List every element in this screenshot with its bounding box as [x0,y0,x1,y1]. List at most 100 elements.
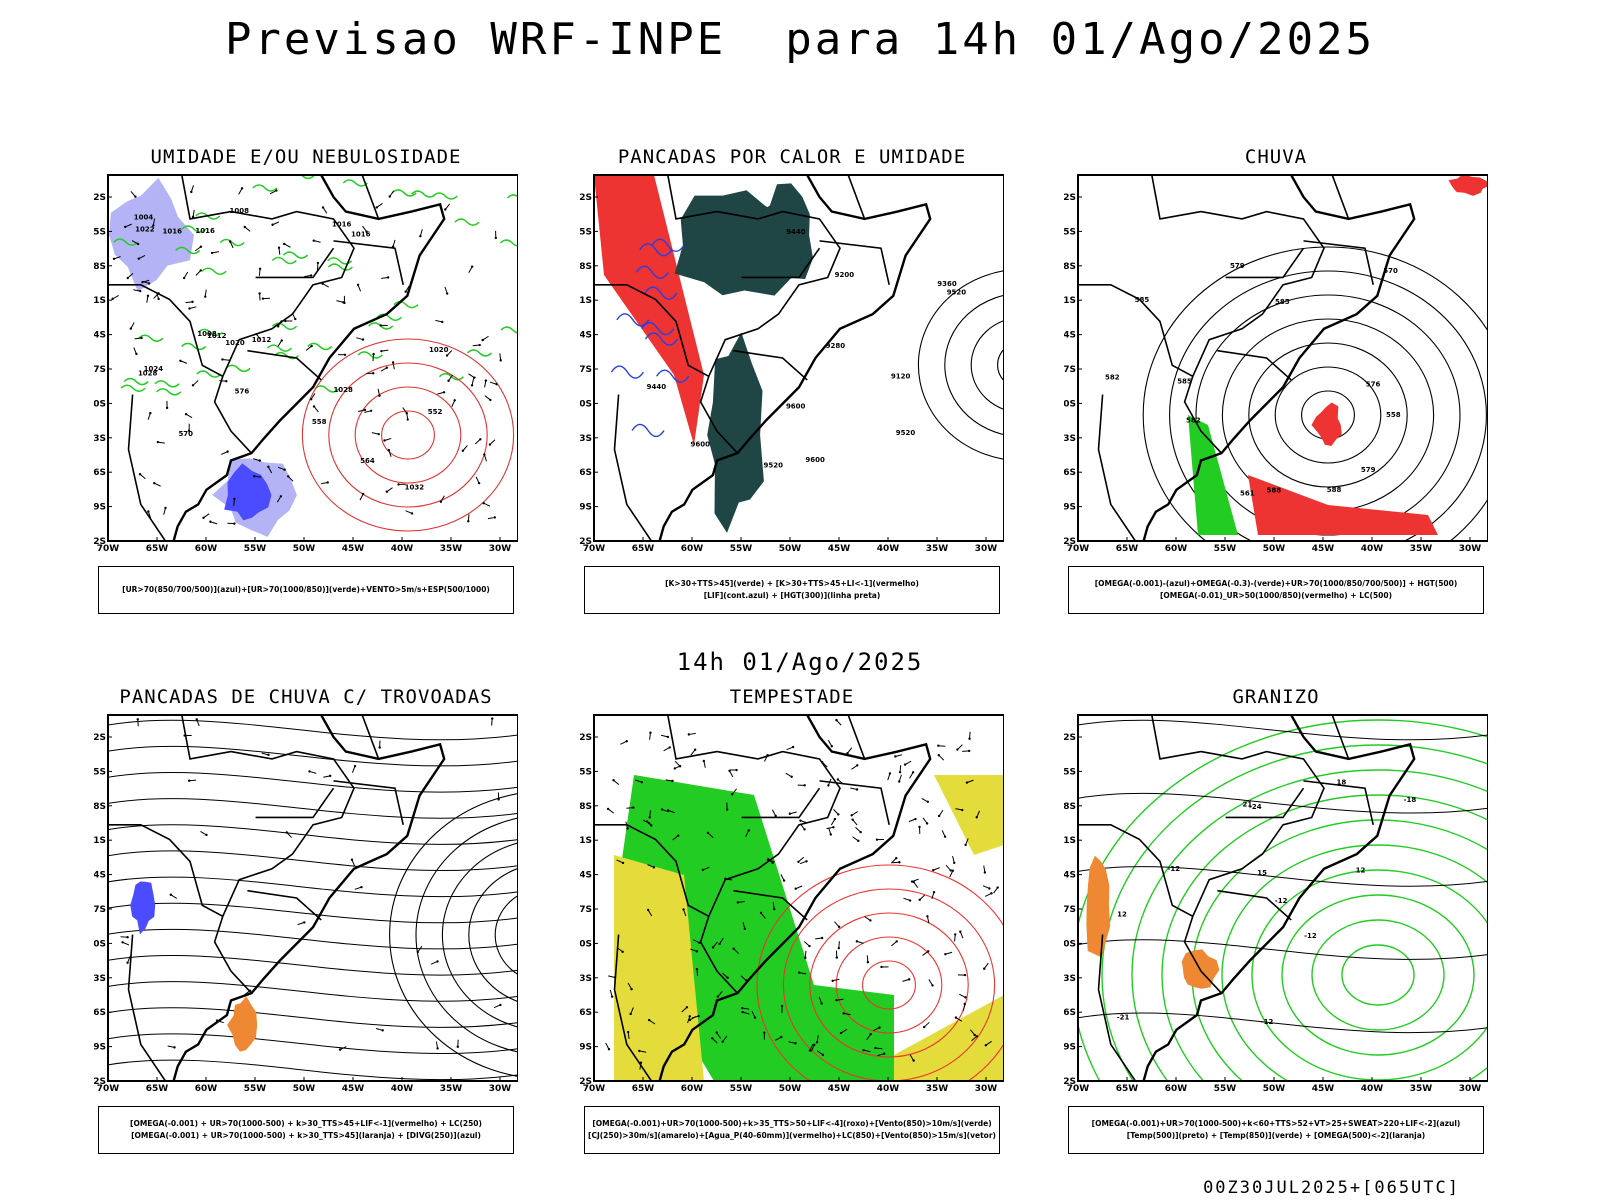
lon-tick-label: 65W [1116,1084,1139,1094]
lat-tick-label: 33S [94,434,106,444]
wind-vector-head [258,267,262,271]
wind-vector-head [682,908,685,911]
wind-vector-head [803,828,806,831]
wind-vector-head [361,492,365,496]
wind-vector-head [718,942,721,946]
wind-vector-head [126,961,129,964]
contour-label: 15 [1257,869,1267,877]
wind-vector-head [666,809,670,812]
wind-vector-head [470,265,474,268]
green-contour [120,384,146,392]
forecast-time-title: 14h 01/Ago/2025 [676,648,924,676]
streamline [494,894,518,976]
panel-granizo: GRANIZO [OMEGA(-0.001)+UR>70(1000-500)+k… [1064,686,1488,1156]
wind-vector-head [447,379,450,383]
wind-vector-head [152,224,155,227]
lon-tick-label: 40W [877,1084,900,1094]
wind-vector-head [153,481,156,485]
lat-tick-label: 24S [94,331,106,341]
lat-tick-label: 30S [580,939,592,949]
lon-tick-label: 30W [975,544,998,554]
lat-tick-label: 30S [94,939,106,949]
wind-vector-head [283,468,286,471]
wind-vector-head [956,748,959,751]
wind-vector-head [918,898,921,901]
wind-vector-head [965,781,969,784]
lon-tick-label: 55W [1214,1084,1237,1094]
lat-tick-label: 42S [580,537,592,547]
wind-vector-head [898,780,901,783]
state-border [1303,780,1374,825]
wind-vector-head [805,860,808,863]
contour-label: 9280 [826,342,846,350]
wind-vector-head [165,406,169,410]
wind-vector-head [482,501,485,505]
wind-vector-head [804,956,807,959]
wind-vector-head [963,973,967,977]
green-contour [271,256,297,265]
wind-vector-head [842,1012,845,1015]
wind-vector-head [830,745,833,748]
map-plot: -12 -12 -12 -21 -24 12 15 18 21 12 -12 -18 12S 15S 18S… [1064,714,1488,1094]
wind-vector-head [647,1018,651,1022]
green-contour [123,377,149,386]
green-contour [201,267,227,275]
state-border [1331,175,1350,220]
wind-vector-head [730,793,734,796]
contour-label: 585 [1177,378,1192,386]
contour-label: 582 [1186,417,1201,425]
state-border [1217,349,1292,381]
wind-vector-head [711,946,715,949]
lat-tick-label: 30S [580,399,592,409]
wind-vector-head [780,1004,784,1008]
legend-line: [Temp(500)](preto) + [Temp(850)](verde) … [1126,1131,1426,1140]
streamline [1169,270,1487,541]
wind-vector-head [606,807,610,811]
wind-vector-head [898,770,902,774]
wind-vector-head [467,520,470,523]
temp500-contour [1078,792,1488,814]
state-border [667,715,718,760]
state-border [733,889,808,921]
wind-vector-head [147,510,150,513]
wind-vector-head [780,1035,783,1039]
wind-vector-head [925,822,929,825]
lif-contour [631,423,665,438]
lat-tick-label: 27S [94,365,106,375]
lat-tick-label: 27S [1064,905,1076,915]
wind-vector-head [968,737,971,740]
contour-label: 9520 [896,429,916,437]
wind-vector-head [124,225,127,229]
streamline [108,798,518,819]
wind-vector-head [489,398,492,402]
lon-tick-label: 55W [1214,544,1237,554]
lon-tick-label: 50W [293,544,316,554]
wind-vector-head [226,450,229,453]
lon-tick-label: 50W [779,544,802,554]
contour-label: 9200 [835,271,855,279]
lon-tick-label: 35W [440,544,463,554]
contour-label: 1016 [162,227,182,235]
wind-vector-head [927,950,930,953]
lon-tick-label: 55W [244,544,267,554]
humidity-area [109,177,194,292]
wind-vector-head [479,438,482,441]
contour-label: 585 [1275,298,1290,306]
wind-vector-head [385,490,389,493]
wind-vector-head [243,225,246,229]
lat-tick-label: 42S [1064,537,1076,547]
contour-label: 582 [1105,374,1120,382]
wind-vector-head [379,324,382,327]
wind-vector-head [187,429,191,432]
wind-vector-head [442,391,446,394]
lon-tick-label: 70W [1067,544,1090,554]
streamline [108,1033,518,1054]
contour-label: 585 [1135,296,1150,304]
wind-vector-head [380,349,383,353]
temp850-contour [1221,844,1488,1081]
lon-tick-label: 55W [244,1084,267,1094]
lat-tick-label: 33S [580,434,592,444]
lon-tick-label: 30W [1459,1084,1482,1094]
wind-vector-head [975,816,978,819]
wind-vector-head [837,813,840,816]
